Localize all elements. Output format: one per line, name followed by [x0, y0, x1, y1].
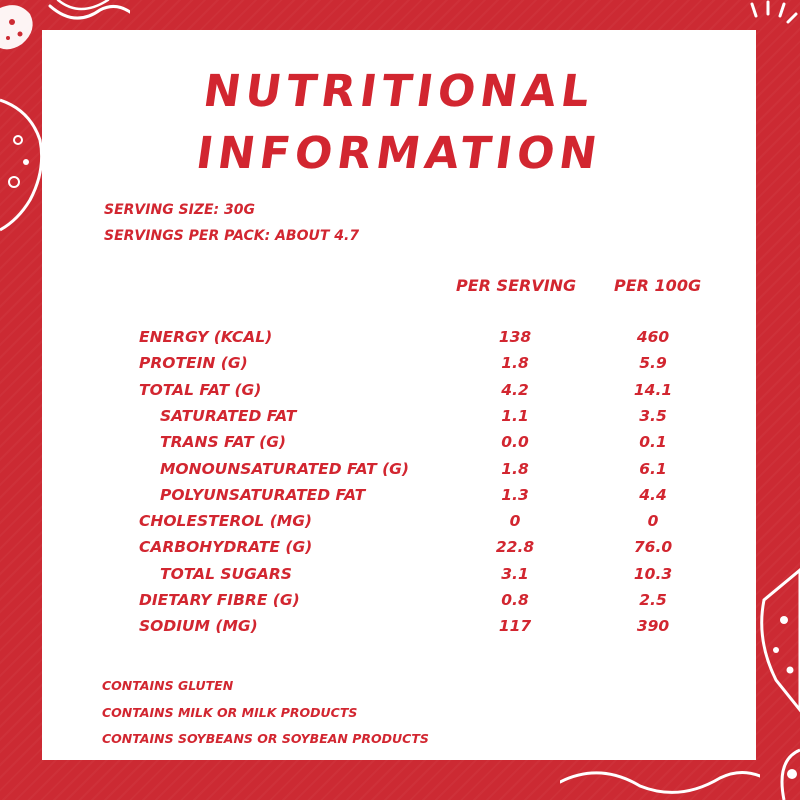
nutrient-label: CHOLESTEROL (MG)	[139, 512, 313, 531]
per-100g-value: 6.1	[639, 459, 667, 478]
per-serving-value: 3.1	[501, 564, 529, 583]
nutrient-row: ENERGY (KCAL) 138 460	[42, 328, 756, 354]
allergen-line: CONTAINS SOYBEANS OR SOYBEAN PRODUCTS	[102, 731, 429, 746]
per-serving-value: 1.8	[501, 459, 529, 478]
nutrient-row: POLYUNSATURATED FAT 1.3 4.4	[42, 486, 756, 512]
nutrient-label: TOTAL FAT (G)	[139, 380, 262, 399]
allergen-line: CONTAINS MILK OR MILK PRODUCTS	[102, 705, 358, 720]
per-serving-value: 0.0	[501, 433, 529, 452]
swirl-doodle-bottom-icon	[560, 771, 760, 794]
pizza-doodle-right-icon	[760, 568, 800, 800]
allergen-line: CONTAINS GLUTEN	[102, 678, 234, 693]
cracker-doodle-top-left-icon	[0, 5, 33, 50]
nutrition-panel: NUTRITIONAL INFORMATION SERVING SIZE: 30…	[42, 30, 756, 760]
per-serving-value: 1.3	[501, 485, 529, 504]
nutrient-label: PROTEIN (G)	[139, 354, 248, 373]
nutrient-label: TRANS FAT (G)	[160, 433, 286, 452]
per-100g-value: 460	[636, 328, 670, 346]
per-100g-value: 0	[647, 512, 659, 531]
column-header-per-serving: PER SERVING	[456, 276, 577, 295]
title-line-1: NUTRITIONAL	[200, 66, 598, 117]
per-serving-value: 1.8	[501, 354, 529, 373]
nutrient-row: PROTEIN (G) 1.8 5.9	[42, 354, 756, 380]
nutrient-row: CHOLESTEROL (MG) 0 0	[42, 512, 756, 538]
nutrient-label: MONOUNSATURATED FAT (G)	[160, 459, 409, 478]
nutrient-row: TOTAL FAT (G) 4.2 14.1	[42, 381, 756, 407]
per-100g-value: 76.0	[633, 538, 673, 557]
per-serving-value: 0.8	[501, 591, 529, 609]
swirl-doodle-top-icon	[48, 0, 130, 20]
servings-per-pack: SERVINGS PER PACK: ABOUT 4.7	[104, 228, 360, 244]
nutrient-label: SATURATED FAT	[160, 406, 297, 425]
column-header-per-100g: PER 100G	[614, 276, 702, 295]
nutrient-row: MONOUNSATURATED FAT (G) 1.8 6.1	[42, 460, 756, 486]
nutrient-label: ENERGY (KCAL)	[139, 328, 273, 346]
per-serving-value: 1.1	[501, 406, 529, 425]
per-100g-value: 5.9	[639, 354, 667, 373]
nutrient-row: TRANS FAT (G) 0.0 0.1	[42, 433, 756, 459]
per-100g-value: 14.1	[633, 380, 673, 399]
serving-size: SERVING SIZE: 30G	[104, 202, 256, 218]
per-serving-value: 4.2	[501, 380, 529, 399]
per-serving-value: 0	[509, 512, 521, 531]
nutrient-row: SATURATED FAT 1.1 3.5	[42, 407, 756, 433]
nutrient-label: DIETARY FIBRE (G)	[139, 591, 300, 609]
per-100g-value: 3.5	[639, 406, 667, 425]
nutrient-row: DIETARY FIBRE (G) 0.8 2.5	[42, 591, 756, 617]
nutrient-label: SODIUM (MG)	[139, 617, 258, 636]
title-line-2: INFORMATION	[193, 128, 605, 179]
per-100g-value: 0.1	[639, 433, 667, 452]
nutrient-row: TOTAL SUGARS 3.1 10.3	[42, 565, 756, 591]
per-serving-value: 22.8	[495, 538, 535, 557]
nutrient-label: POLYUNSATURATED FAT	[160, 485, 366, 504]
rays-doodle-top-right-icon	[750, 0, 798, 24]
per-100g-value: 10.3	[633, 564, 673, 583]
per-100g-value: 390	[636, 617, 670, 636]
slice-doodle-left-icon	[0, 98, 44, 232]
per-serving-value: 117	[498, 617, 532, 636]
per-100g-value: 2.5	[639, 591, 667, 609]
per-100g-value: 4.4	[639, 485, 667, 504]
per-serving-value: 138	[498, 328, 532, 346]
nutrient-label: TOTAL SUGARS	[160, 564, 292, 583]
nutrient-label: CARBOHYDRATE (G)	[139, 538, 313, 557]
nutrient-row: CARBOHYDRATE (G) 22.8 76.0	[42, 538, 756, 564]
nutrient-row: SODIUM (MG) 117 390	[42, 617, 756, 643]
